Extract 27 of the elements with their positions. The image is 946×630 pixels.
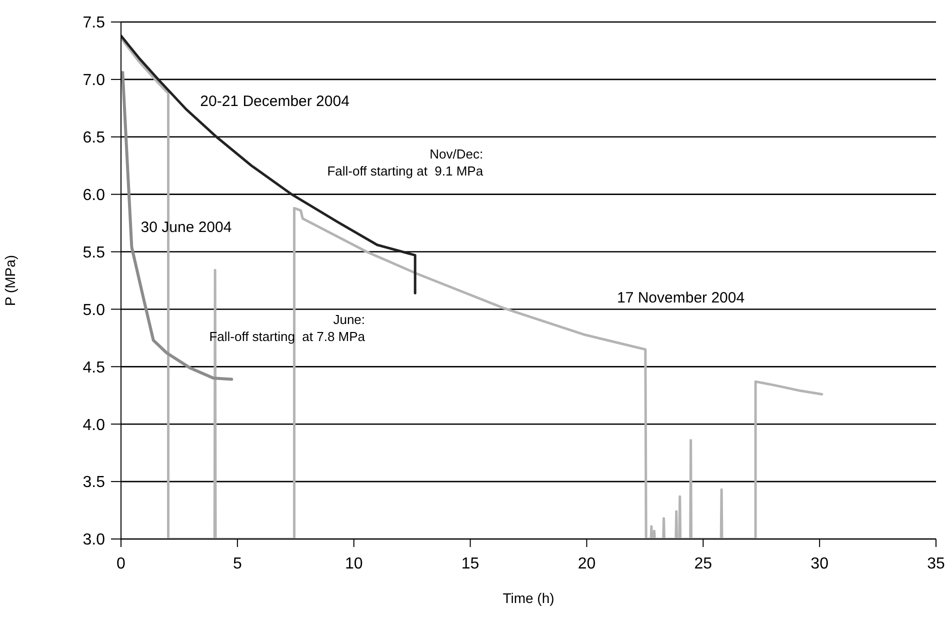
y-tick-label: 5.0 [82, 302, 106, 319]
annotation: Nov/Dec: Fall-off starting at 9.1 MPa [327, 146, 484, 179]
y-tick-label: 6.0 [82, 187, 106, 204]
x-tick-label: 35 [927, 555, 945, 572]
annotation: 17 November 2004 [616, 289, 745, 306]
x-tick-label: 0 [116, 555, 126, 572]
y-tick-label: 4.5 [82, 359, 106, 376]
x-axis-title: Time (h) [502, 590, 554, 606]
y-tick-label: 4.0 [82, 416, 106, 434]
y-tick-label: 7.0 [82, 72, 106, 90]
x-tick-label: 10 [344, 555, 363, 572]
line-series [121, 36, 824, 539]
y-tick-label: 7.5 [82, 14, 106, 32]
y-tick-label: 6.5 [82, 130, 106, 147]
x-tick-label: 20 [578, 555, 596, 572]
x-tick-label: 15 [461, 555, 480, 572]
x-tick-label: 25 [694, 555, 712, 572]
x-tick-label: 30 [810, 555, 829, 572]
x-tick-label: 5 [232, 555, 242, 572]
y-axis-title: P (MPa) [2, 254, 18, 306]
line-series [121, 34, 416, 294]
y-tick-label: 3.5 [82, 474, 106, 492]
annotation: June: Fall-off starting at 7.8 MPa [209, 312, 366, 344]
y-tick-label: 3.0 [82, 532, 106, 549]
annotation: 30 June 2004 [140, 219, 232, 236]
annotation: 20-21 December 2004 [200, 92, 350, 110]
y-tick-label: 5.5 [82, 244, 106, 262]
